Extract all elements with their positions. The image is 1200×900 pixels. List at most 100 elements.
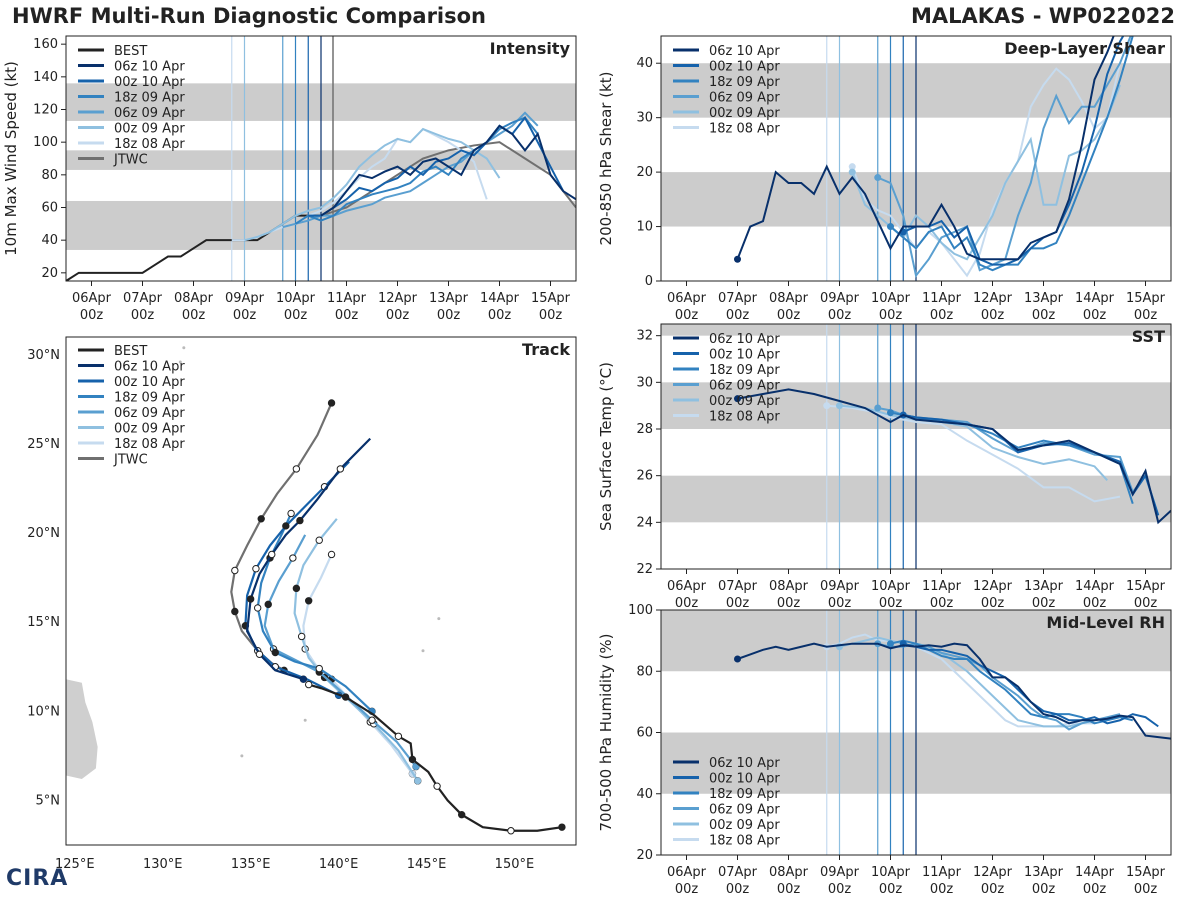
track-series-start-marker [414,777,422,785]
track-ytick-label: 25°N [27,437,60,452]
sst-xtick-label: 00z [930,596,954,611]
track-legend-label: 06z 10 Apr [114,360,185,375]
sst-series-start-marker [836,402,843,410]
track-best-marker [433,782,441,790]
rh-xtick-label: 14Apr [1075,865,1115,880]
sst-series-5 [826,404,1121,503]
intensity-xtick-label: 00z [182,308,206,323]
intensity-xtick-label: 11Apr [327,291,367,306]
rh-xtick-label: 13Apr [1024,865,1064,880]
sst-ytick-label: 30 [636,375,653,390]
rh-legend-label: 18z 09 Apr [709,787,780,802]
shear-panel: 0 10 20 30 40 06Apr 00z 07Apr 00z 08Apr 00z 09Apr 00… [597,35,1172,323]
intensity-ytick-label: 100 [33,135,58,150]
track-series-marker [255,650,264,658]
sst-xtick-label: 00z [726,596,750,611]
island [178,360,182,364]
intensity-jtwc-line [320,141,576,217]
rh-legend-label: 00z 09 Apr [709,818,780,833]
track-series-marker [253,604,262,612]
rh-xtick-label: 00z [1083,882,1107,897]
intensity-xtick-label: 07Apr [123,291,163,306]
track-series-marker [315,536,323,544]
track-legend-label: 18z 09 Apr [114,391,185,406]
shear-ytick-label: 30 [636,111,653,126]
intensity-legend-label: 06z 09 Apr [114,106,185,121]
sst-xtick-label: 06Apr [667,579,707,594]
intensity-ylabel: 10m Max Wind Speed (kt) [2,61,20,256]
track-series-1 [244,460,350,697]
rh-xtick-label: 00z [1032,882,1056,897]
sst-xtick-label: 00z [879,596,903,611]
intensity-series-0 [320,124,576,217]
intensity-ytick-label: 80 [41,168,58,183]
shear-series-start-marker [734,255,741,263]
rh-xtick-label: 11Apr [922,865,962,880]
shear-xtick-label: 12Apr [973,291,1013,306]
sst-title: SST [1132,327,1165,346]
sst-ytick-label: 26 [636,469,653,484]
track-series-marker [264,600,272,609]
sst-plot-area [661,324,1171,569]
rh-panel: 20 40 60 80 100 06Apr 00z 07Apr 00z 08Apr 00z 09Apr… [597,603,1172,897]
sst-series-start-marker [734,395,741,403]
shear-legend-label: 18z 09 Apr [709,75,780,90]
rh-series-2 [890,639,1133,725]
track-series-marker [368,716,376,724]
track-best-marker [408,755,417,764]
intensity-ytick-label: 20 [41,266,58,281]
track-best-marker [507,827,515,835]
track-legend-label: 00z 09 Apr [114,422,185,437]
rh-ytick-label: 60 [636,726,653,741]
island [421,649,425,653]
intensity-series-3 [282,111,539,229]
track-series-marker [287,509,295,518]
shear-xtick-label: 11Apr [922,291,962,306]
intensity-ytick-label: 160 [33,37,58,52]
track-best-marker [304,680,313,689]
rh-series-start-marker [734,655,741,663]
track-xtick-label: 125°E [55,857,95,872]
track-best-marker [341,693,350,701]
track-series-marker [304,597,313,605]
track-xtick-label: 140°E [319,857,359,872]
rh-ytick-label: 100 [628,603,653,618]
track-xtick-label: 150°E [495,857,535,872]
shear-legend-label: 00z 09 Apr [709,106,780,121]
intensity-xtick-label: 09Apr [225,291,265,306]
track-xtick-label: 145°E [407,857,447,872]
track-legend-label: 06z 09 Apr [114,406,185,421]
intensity-xtick-label: 00z [539,308,563,323]
intensity-series-4 [244,127,501,242]
shear-series-0 [736,36,1115,261]
track-series-marker [315,664,323,673]
shear-xtick-label: 00z [981,308,1005,323]
shear-legend-label: 06z 10 Apr [709,44,780,59]
track-series-marker [289,554,297,562]
sst-ytick-label: 24 [636,515,653,530]
rh-xtick-label: 00z [828,882,852,897]
rh-xtick-label: 00z [726,882,750,897]
track-series-4 [293,518,419,782]
shear-xtick-label: 00z [1134,308,1158,323]
shear-ytick-label: 20 [636,165,653,180]
track-ytick-label: 10°N [27,704,60,719]
shear-ytick-label: 40 [636,56,653,71]
shear-xtick-label: 00z [777,308,801,323]
rh-xtick-label: 00z [1134,882,1158,897]
intensity-ytick-label: 140 [33,70,58,85]
shear-legend-label: 06z 09 Apr [709,91,780,106]
track-jtwc-marker [231,566,239,575]
sst-xtick-label: 00z [1032,596,1056,611]
island [437,617,441,621]
track-jtwc-marker [292,465,301,473]
sst-xtick-label: 11Apr [922,579,962,594]
shear-xtick-label: 00z [726,308,750,323]
rh-xtick-label: 00z [675,882,699,897]
track-best-line [308,683,563,832]
sst-ytick-label: 32 [636,329,653,344]
track-legend-label: JTWC [113,453,148,468]
intensity-legend-label: 18z 09 Apr [114,91,185,106]
rh-xtick-label: 00z [777,882,801,897]
